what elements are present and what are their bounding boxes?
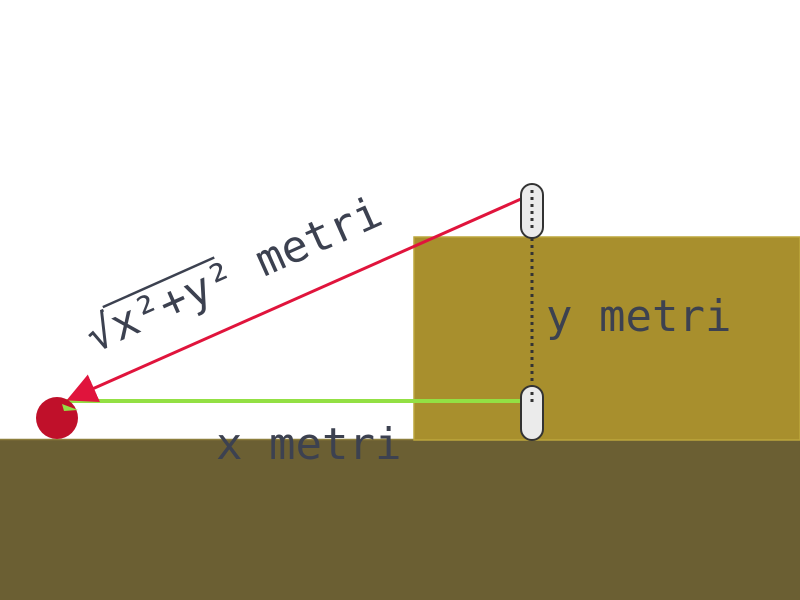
hypotenuse-unit: metri <box>223 187 389 298</box>
pill-marker-bottom <box>520 385 544 441</box>
svg-text:√x²+y² metri: √x²+y² metri <box>78 187 389 363</box>
ball-icon <box>36 397 78 439</box>
y-label: y metri <box>546 291 731 342</box>
platform <box>413 236 800 441</box>
pill-marker-top <box>520 183 544 239</box>
hypotenuse-label: √x²+y² metri <box>78 187 389 363</box>
hypotenuse-arrow <box>66 193 531 402</box>
ground <box>0 440 800 600</box>
sqrt-expression: x²+y² <box>102 251 244 351</box>
sqrt-vinculum <box>102 256 215 309</box>
x-label: x metri <box>216 419 401 470</box>
